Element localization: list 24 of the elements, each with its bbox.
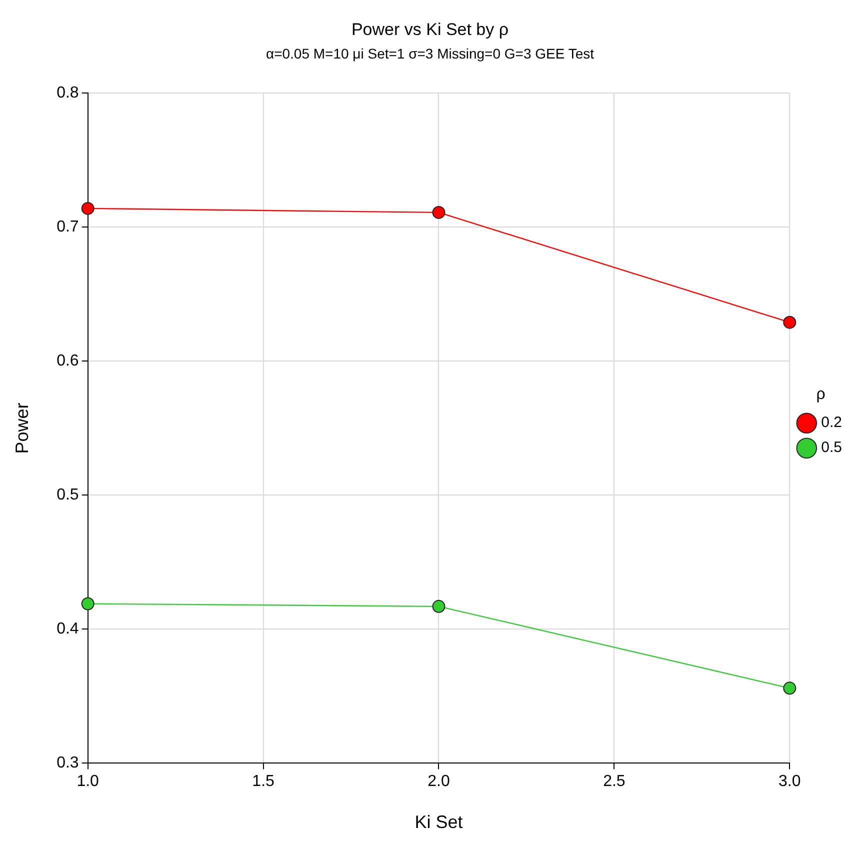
y-axis-title: Power (12, 402, 32, 454)
x-tick-label: 1.0 (76, 773, 100, 790)
legend-title: ρ (816, 386, 826, 403)
point (81, 202, 94, 215)
legend-label: 0.5 (821, 439, 842, 456)
y-tick-label: 0.7 (56, 218, 79, 236)
y-tick-label: 0.5 (56, 486, 79, 504)
legend-label: 0.2 (821, 414, 842, 432)
y-tick-label: 0.8 (56, 84, 79, 102)
y-tick-label: 0.6 (56, 352, 79, 370)
point (783, 316, 796, 329)
chart-title: Power vs Ki Set by ρ (351, 20, 509, 39)
point (432, 600, 446, 613)
point (432, 206, 446, 219)
chart-subtitle: α=0.05 M=10 μi Set=1 σ=3 Missing=0 G=3 GEE Test (266, 46, 594, 62)
point (783, 682, 796, 695)
y-tick-label: 0.4 (56, 620, 79, 638)
x-tick-label: 2.0 (428, 773, 450, 790)
x-tick-label: 3.0 (778, 773, 801, 790)
x-tick-label: 1.5 (252, 773, 275, 790)
x-tick-label: 2.5 (603, 773, 626, 790)
point (81, 597, 94, 610)
y-tick-label: 0.3 (56, 754, 79, 772)
x-axis-title: Ki Set (414, 812, 463, 832)
